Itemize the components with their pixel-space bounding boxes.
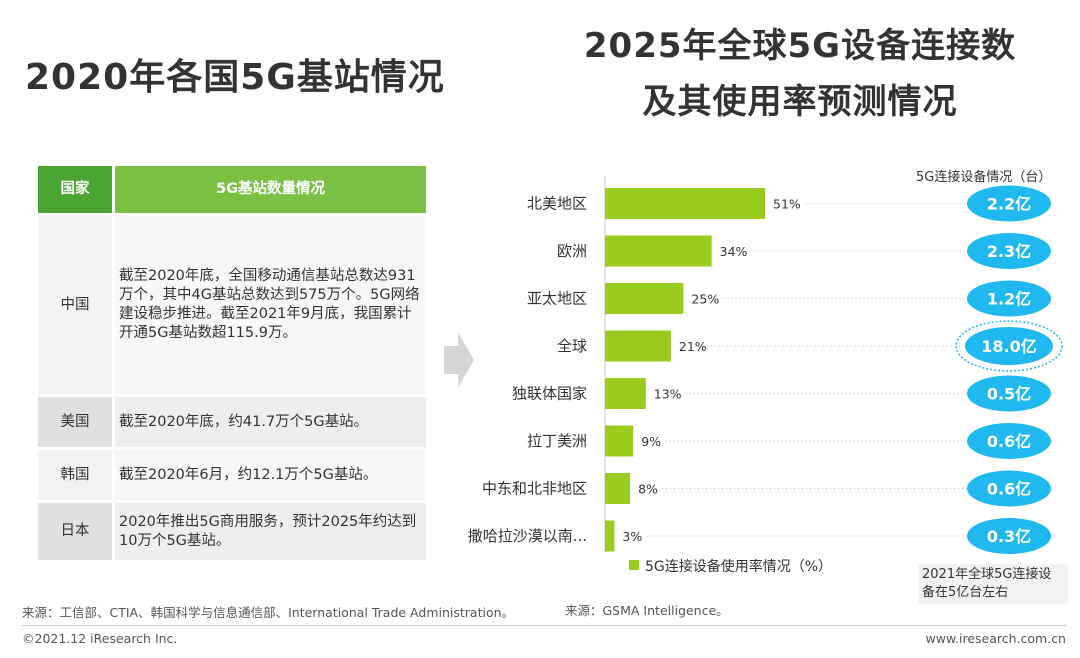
right-title: 2025年全球5G设备连接数 及其使用率预测情况 — [540, 18, 1060, 130]
connection-bubble — [967, 185, 1051, 222]
header-stations: 5G基站数量情况 — [112, 166, 426, 213]
bar-value-label: 9% — [641, 434, 661, 449]
bar — [605, 425, 634, 457]
bar-value-label: 34% — [720, 244, 748, 259]
left-title: 2020年各国5G基站情况 — [25, 57, 445, 98]
connection-value: 0.5亿 — [987, 385, 1031, 404]
bar-value-label: 25% — [691, 292, 719, 307]
bar — [605, 520, 615, 552]
bar — [605, 235, 712, 267]
row-text: 截至2020年底，约41.7万个5G基站。 — [112, 397, 426, 447]
table-row: 美国 截至2020年底，约41.7万个5G基站。 — [38, 397, 426, 447]
footer-divider — [22, 625, 1067, 626]
connection-bubble — [967, 375, 1051, 412]
connection-value: 0.6亿 — [987, 480, 1031, 499]
header-country: 国家 — [38, 166, 112, 213]
bar-value-label: 3% — [622, 529, 642, 544]
category-label: 北美地区 — [527, 195, 587, 213]
base-station-table: 国家 5G基站数量情况 中国 截至2020年底，全国移动通信基站总数达931万个… — [38, 163, 426, 563]
category-label: 撒哈拉沙漠以南... — [468, 527, 587, 545]
row-country: 中国 — [38, 216, 112, 394]
bar — [605, 378, 646, 409]
row-country: 韩国 — [38, 450, 112, 500]
connection-value: 2.2亿 — [987, 195, 1031, 214]
bar-value-label: 8% — [638, 482, 658, 497]
connection-value: 1.2亿 — [987, 290, 1031, 309]
right-source: 来源：GSMA Intelligence。 — [565, 603, 729, 618]
table-row: 日本 2020年推出5G商用服务，预计2025年约达到10万个5G基站。 — [38, 503, 426, 560]
row-text: 2020年推出5G商用服务，预计2025年约达到10万个5G基站。 — [112, 503, 426, 560]
connection-bubble — [965, 327, 1053, 365]
bar-value-label: 21% — [679, 339, 707, 354]
category-label: 亚太地区 — [527, 290, 587, 308]
connection-value: 0.6亿 — [987, 432, 1031, 451]
highlight-ring — [955, 320, 1063, 372]
connections-header: 5G连接设备情况（台） — [916, 170, 1052, 185]
bar-value-label: 51% — [773, 197, 801, 212]
note-box: 2021年全球5G连接设备在5亿台左右 — [918, 564, 1068, 604]
connection-value: 0.3亿 — [987, 527, 1031, 546]
connection-value: 2.3亿 — [987, 242, 1031, 261]
connection-bubble — [967, 423, 1051, 459]
category-label: 拉丁美洲 — [527, 432, 587, 450]
arrow-right-icon — [444, 332, 474, 388]
connection-value: 18.0亿 — [981, 337, 1036, 356]
category-label: 独联体国家 — [512, 385, 587, 403]
bar — [605, 188, 765, 219]
legend-swatch — [629, 560, 639, 570]
bar — [605, 283, 684, 314]
category-label: 全球 — [557, 337, 587, 355]
right-title-line2: 及其使用率预测情况 — [642, 82, 958, 122]
row-country: 日本 — [38, 503, 112, 560]
table-header-row: 国家 5G基站数量情况 — [38, 166, 426, 213]
right-title-line1: 2025年全球5G设备连接数 — [583, 26, 1017, 66]
copyright: ©2021.12 iResearch Inc. — [22, 631, 178, 646]
bar-value-label: 13% — [654, 387, 682, 402]
category-label: 欧洲 — [557, 242, 587, 260]
category-label: 中东和北非地区 — [482, 480, 587, 498]
connection-bubble — [967, 280, 1051, 317]
left-source: 来源：工信部、CTIA、韩国科学与信息通信部、International Tra… — [22, 605, 515, 620]
table-row: 韩国 截至2020年6月，约12.1万个5G基站。 — [38, 450, 426, 500]
bar — [605, 473, 631, 504]
row-text: 截至2020年底，全国移动通信基站总数达931万个，其中4G基站总数达到575万… — [112, 216, 426, 394]
legend-label: 5G连接设备使用率情况（%） — [645, 559, 833, 575]
connection-bubble — [967, 470, 1051, 507]
website: www.iresearch.com.cn — [925, 631, 1067, 646]
table-row: 中国 截至2020年底，全国移动通信基站总数达931万个，其中4G基站总数达到5… — [38, 216, 426, 394]
connection-bubble — [967, 233, 1051, 269]
bar — [605, 330, 671, 362]
connection-bubble — [967, 518, 1051, 554]
row-text: 截至2020年6月，约12.1万个5G基站。 — [112, 450, 426, 500]
row-country: 美国 — [38, 397, 112, 447]
